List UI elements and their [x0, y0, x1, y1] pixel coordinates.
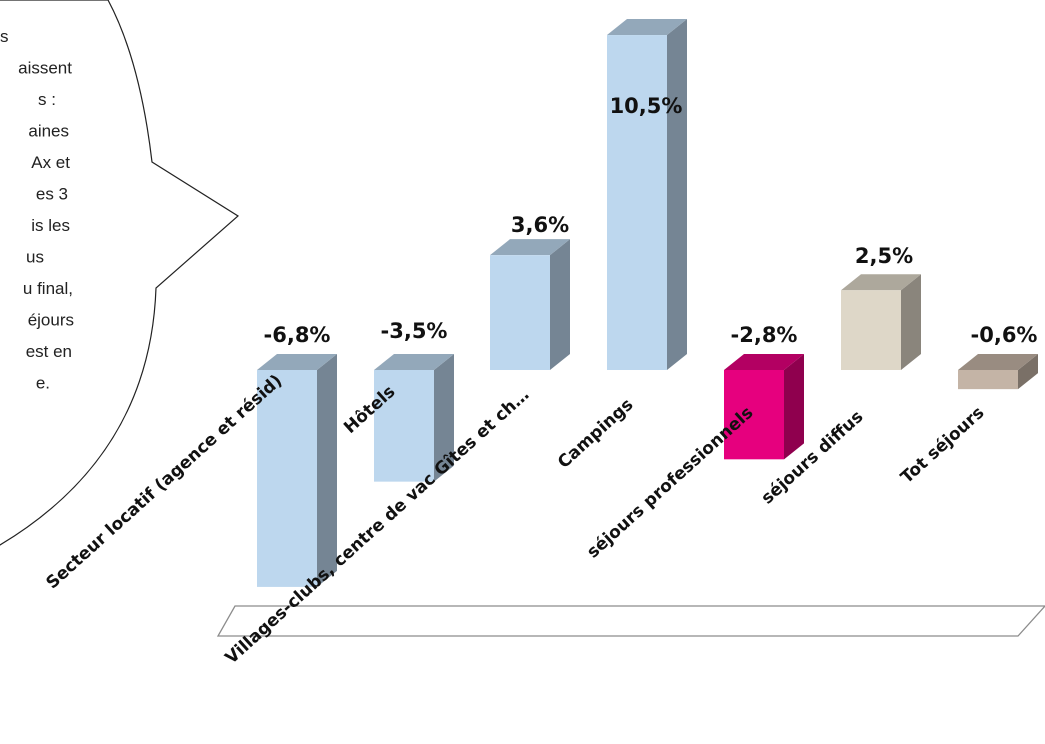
- callout-shape: [0, 0, 240, 546]
- callout-line: est en: [26, 342, 72, 361]
- bar-side: [317, 354, 337, 587]
- value-label: -6,8%: [264, 323, 331, 347]
- bar-front: [374, 370, 434, 482]
- value-label: 3,6%: [511, 213, 569, 237]
- callout-line: s: [0, 27, 9, 46]
- bar-side: [901, 274, 921, 370]
- bar-front: [490, 255, 550, 370]
- bar-front: [257, 370, 317, 587]
- value-label: -0,6%: [971, 323, 1038, 347]
- bar-side: [434, 354, 454, 482]
- bar: [374, 354, 454, 482]
- bar-top: [607, 19, 687, 36]
- callout-line: u final,: [23, 279, 73, 298]
- bar: [841, 274, 921, 370]
- callout-line: Ax et: [31, 153, 70, 172]
- callout-line: es 3: [36, 185, 68, 204]
- value-label: -3,5%: [381, 319, 448, 343]
- bar-side: [784, 354, 804, 460]
- bar: [257, 354, 337, 587]
- value-label: 10,5%: [610, 94, 683, 118]
- value-label: -2,8%: [731, 323, 798, 347]
- category-label: Tot séjours: [897, 403, 988, 488]
- bar-top: [490, 239, 570, 256]
- bars-group: [257, 19, 1038, 587]
- bar: [724, 354, 804, 460]
- bar-front: [607, 35, 667, 371]
- bar-side: [550, 239, 570, 370]
- bar-front: [958, 370, 1018, 390]
- bar-front: [724, 370, 784, 460]
- callout-line: aissent: [18, 59, 72, 78]
- bar: [958, 354, 1038, 390]
- category-label: Campings: [554, 395, 637, 473]
- callout-line: us: [26, 248, 44, 267]
- callout-line: is les: [31, 216, 70, 235]
- value-labels-group: -6,8% -3,5% 3,6% 10,5% -2,8% 2,5% -0,6%: [264, 94, 1038, 347]
- bar-side: [667, 19, 687, 371]
- bar-top: [841, 274, 921, 291]
- bar-top: [958, 354, 1038, 370]
- bar-top: [724, 354, 804, 370]
- bar-top: [374, 354, 454, 370]
- bar: [607, 19, 687, 371]
- bar: [490, 239, 570, 370]
- chart-floor: [216, 605, 1045, 637]
- callout-bubble: s aissent s : aines Ax et es 3 is les us u final…: [0, 0, 240, 546]
- callout-line: aines: [28, 122, 69, 141]
- bar-front: [841, 290, 901, 370]
- callout-line: e.: [36, 374, 50, 393]
- value-label: 2,5%: [855, 244, 913, 268]
- callout-line: éjours: [28, 311, 74, 330]
- callout-text: s aissent s : aines Ax et es 3 is les us u final…: [0, 27, 74, 393]
- callout-line: s :: [38, 90, 56, 109]
- bar-side: [1018, 354, 1038, 390]
- bar-top: [257, 354, 337, 370]
